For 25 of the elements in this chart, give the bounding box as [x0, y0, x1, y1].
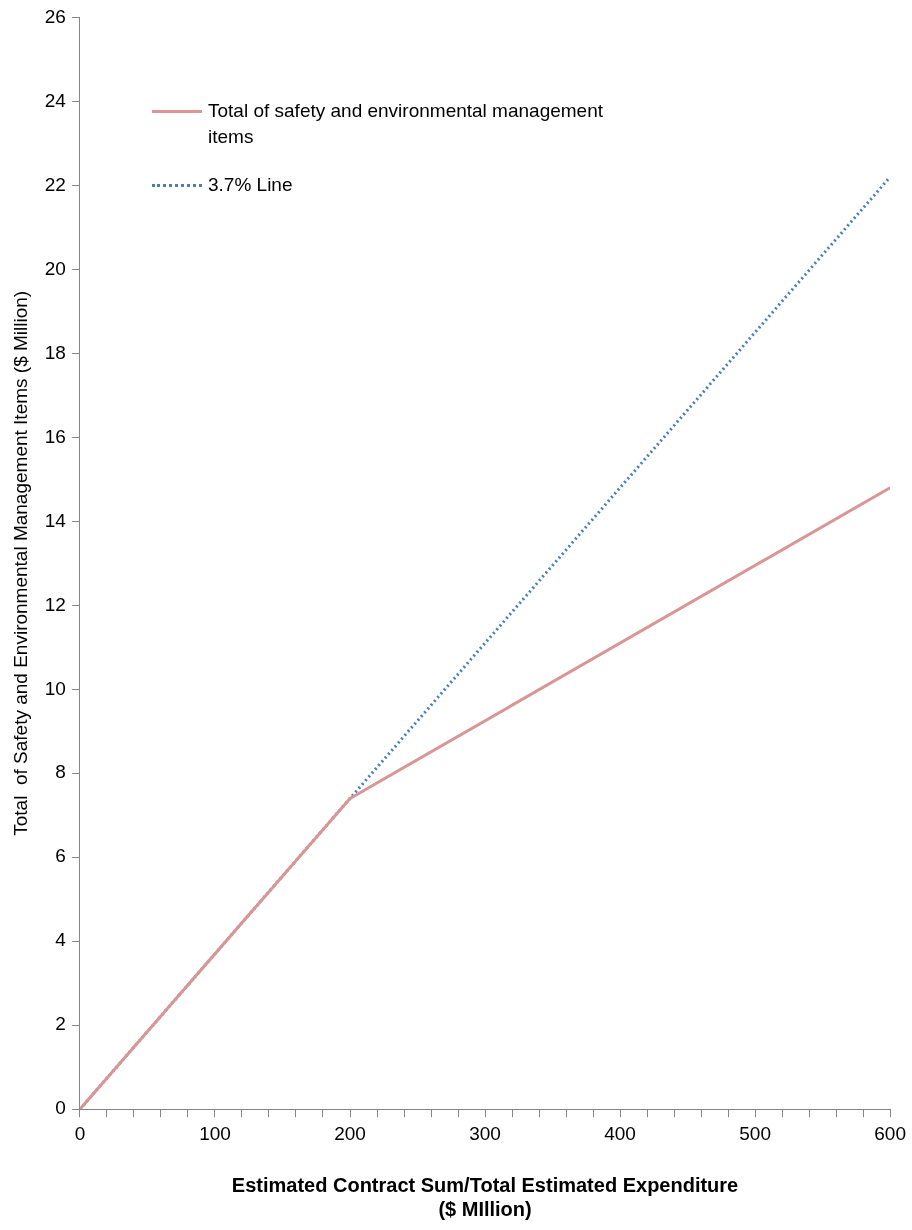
x-tick-label: 200 [334, 1122, 366, 1144]
y-tick-label: 18 [44, 341, 66, 363]
y-tick-label: 2 [55, 1013, 66, 1035]
y-tick-label: 24 [44, 89, 67, 111]
y-axis-title: Total of Safety and Environmental Management Items ($ Million) [9, 290, 31, 836]
y-tick-label: 22 [44, 173, 66, 195]
x-tick-label: 400 [604, 1122, 636, 1144]
y-tick-label: 14 [44, 509, 67, 531]
y-tick-label: 6 [55, 845, 66, 867]
x-axis-title: Estimated Contract Sum/Total Estimated Expenditure ($ MIllion) [231, 1173, 739, 1220]
y-tick-label: 20 [44, 257, 66, 279]
x-tick-label: 100 [199, 1122, 231, 1144]
x-tick-label: 300 [469, 1122, 501, 1144]
y-tick-label: 26 [44, 5, 66, 27]
x-tick-label: 500 [739, 1122, 771, 1144]
x-tick-label: 0 [74, 1122, 86, 1144]
legend-label: 3.7% Line [208, 173, 294, 197]
y-tick-label: 8 [55, 761, 66, 783]
y-tick-label: 10 [44, 677, 66, 699]
legend-label: Total of safety and environmental management items [208, 99, 604, 149]
x-tick-label: 600 [874, 1122, 906, 1144]
y-tick-label: 12 [44, 593, 66, 615]
y-tick-label: 16 [44, 425, 66, 447]
y-tick-label: 0 [55, 1097, 66, 1119]
y-tick-label: 4 [55, 929, 67, 951]
